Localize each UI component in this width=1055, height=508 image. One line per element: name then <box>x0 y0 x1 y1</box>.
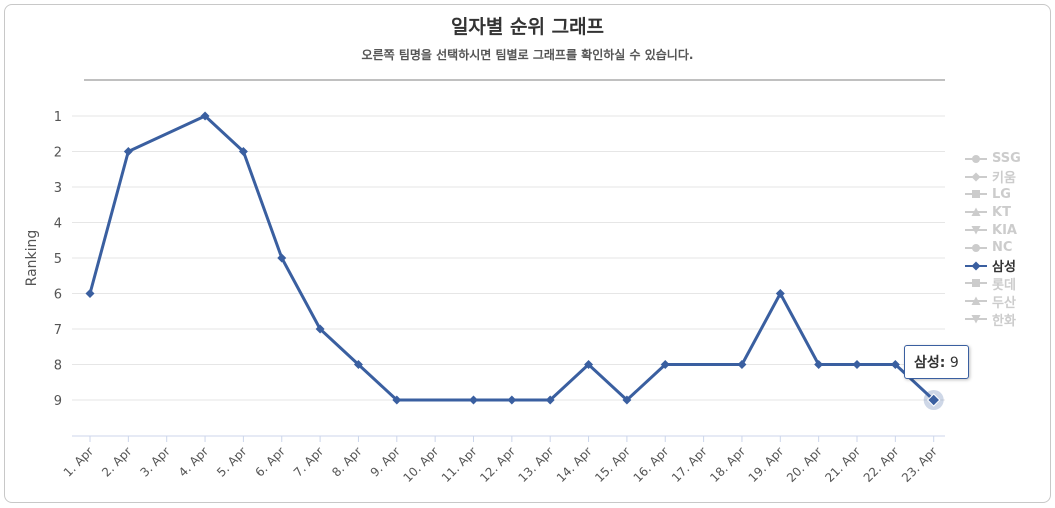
triangle-marker-icon <box>965 296 987 306</box>
data-point <box>775 289 785 298</box>
legend-item[interactable]: NC <box>965 239 1021 257</box>
legend-label: NC <box>992 240 1013 256</box>
legend-item[interactable]: 두산 <box>965 292 1021 311</box>
x-tick-label: 12. Apr <box>477 444 518 485</box>
y-tick-label: 7 <box>54 323 62 338</box>
data-point <box>85 289 95 298</box>
data-point <box>315 324 325 334</box>
legend-item[interactable]: LG <box>965 186 1021 204</box>
x-tick-label: 7. Apr <box>291 444 326 479</box>
diamond-marker-icon <box>965 172 987 182</box>
data-point <box>123 147 133 156</box>
x-tick-label: 22. Apr <box>861 444 902 485</box>
tooltip: 삼성: 9 <box>904 345 969 379</box>
circle-marker-icon <box>965 243 987 252</box>
x-tick-label: 15. Apr <box>592 444 633 485</box>
x-tick-label: 13. Apr <box>516 444 557 485</box>
x-tick-label: 3. Apr <box>137 444 172 479</box>
x-tick-label: 9. Apr <box>368 444 403 479</box>
y-tick-label: 4 <box>54 217 62 232</box>
circle-marker-icon <box>965 154 987 163</box>
legend-label: 두산 <box>992 295 1016 311</box>
x-tick-label: 16. Apr <box>631 444 672 485</box>
data-point <box>238 147 248 156</box>
series-line <box>88 114 935 402</box>
chart-title: 일자별 순위 그래프 <box>450 16 605 38</box>
data-point <box>200 111 210 121</box>
y-tick-label: 9 <box>54 394 62 409</box>
data-point <box>852 360 862 369</box>
data-point <box>584 360 594 369</box>
tooltip-series: 삼성 <box>914 355 940 371</box>
data-point <box>737 360 747 369</box>
legend-item[interactable]: 롯데 <box>965 275 1021 293</box>
legend-label: 한화 <box>992 313 1016 329</box>
x-tick-label: 6. Apr <box>252 444 287 479</box>
legend-label: 키움 <box>992 171 1016 187</box>
legend-label: LG <box>992 186 1011 202</box>
x-tick-label: 18. Apr <box>707 444 748 485</box>
y-tick-label: 3 <box>54 181 62 196</box>
legend-item[interactable]: 한화 <box>965 310 1021 329</box>
legend-item[interactable]: SSG <box>965 150 1021 168</box>
y-tick-label: 6 <box>54 288 62 303</box>
square-marker-icon <box>965 190 987 199</box>
legend-label: 롯데 <box>992 277 1016 293</box>
data-point <box>353 360 363 369</box>
diamond-marker-icon <box>965 261 987 271</box>
y-axis-title: Ranking <box>24 230 40 287</box>
y-tick-label: 8 <box>54 359 62 374</box>
x-tick-label: 1. Apr <box>61 444 96 479</box>
tooltip-value: 9 <box>949 355 959 371</box>
legend-item[interactable]: KT <box>965 203 1021 221</box>
legend-label: 삼성 <box>992 260 1016 276</box>
y-tick-label: 1 <box>54 110 62 125</box>
data-point <box>814 360 824 369</box>
x-tick-label: 17. Apr <box>669 444 710 485</box>
legend-label: SSG <box>992 151 1021 167</box>
x-tick-label: 21. Apr <box>822 444 863 485</box>
x-tick-label: 10. Apr <box>400 444 441 485</box>
data-point <box>469 395 478 405</box>
x-tick-label: 23. Apr <box>899 444 940 485</box>
triangle-down-marker-icon <box>965 226 987 235</box>
x-tick-label: 5. Apr <box>214 444 249 479</box>
data-point <box>392 395 402 405</box>
x-tick-label: 8. Apr <box>329 444 364 479</box>
data-point <box>660 360 670 369</box>
triangle-marker-icon <box>965 207 987 217</box>
chart-frame <box>4 4 1051 503</box>
x-tick-label: 11. Apr <box>439 444 480 485</box>
data-point <box>890 360 900 369</box>
chart-subtitle: 오른쪽 팀명을 선택하시면 팀별로 그래프를 확인하실 수 있습니다. <box>361 48 694 62</box>
y-tick-label: 5 <box>54 252 62 267</box>
legend-item[interactable]: 키움 <box>965 168 1021 186</box>
data-point <box>622 395 632 405</box>
data-point <box>545 395 555 405</box>
x-tick-label: 20. Apr <box>784 444 825 485</box>
data-point <box>507 395 517 405</box>
x-tick-label: 19. Apr <box>746 444 787 485</box>
legend-label: KT <box>992 204 1011 220</box>
x-tick-label: 2. Apr <box>99 444 134 479</box>
data-point <box>277 253 287 263</box>
legend-item[interactable]: 삼성 <box>965 257 1021 275</box>
x-tick-label: 4. Apr <box>176 444 211 479</box>
square-marker-icon <box>965 279 987 288</box>
triangle-down-marker-icon <box>965 315 987 324</box>
data-point <box>926 393 941 407</box>
y-tick-label: 2 <box>54 146 62 161</box>
legend-item[interactable]: KIA <box>965 221 1021 239</box>
x-tick-label: 14. Apr <box>554 444 595 485</box>
legend-label: KIA <box>992 222 1017 238</box>
